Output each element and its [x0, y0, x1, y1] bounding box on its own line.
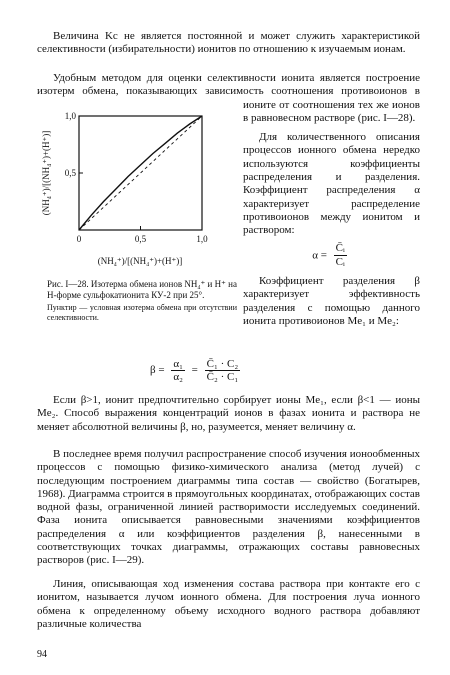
- formula-alpha: α = C̄ᵢ Cᵢ: [37, 242, 420, 270]
- figure-caption: Рис. I—28. Изотерма обмена ионов NH₄⁺ и …: [47, 279, 237, 300]
- figure-note: Пунктир — условная изотерма обмена при о…: [47, 303, 237, 322]
- paragraph: Величина Kс не является постоянной и мож…: [37, 30, 420, 56]
- text-block: Линия, описывающая ход изменения состава…: [37, 578, 420, 631]
- x-axis-label: (NH₄⁺)/[(NH₄⁺)+(H⁺)]: [98, 256, 183, 266]
- y-axis-label: (NH₄⁺)/[(NH₄⁺)+(H⁺)]: [41, 131, 51, 216]
- x-tick-label: 0,5: [135, 234, 147, 244]
- denominator: Cᵢ: [335, 255, 345, 268]
- formula-beta: β = α₁ α₂ = C̄₁ · C₂ C̄₂ · C₁: [150, 358, 244, 383]
- diagonal-dashed: [78, 115, 203, 231]
- formula-lhs: β =: [150, 364, 165, 377]
- paragraph: Если β>1, ионит предпочтительно сорбируе…: [37, 394, 420, 433]
- formula-lhs: α =: [312, 248, 327, 261]
- paragraph: В последнее время получил распространени…: [37, 448, 421, 567]
- equals: =: [191, 364, 198, 377]
- numerator: C̄₁ · C₂: [204, 358, 241, 371]
- figure: (NH₄⁺)/[(NH₄⁺)+(H⁺)] (NH₄⁺)/[(NH₄⁺)+(H⁺)…: [37, 99, 237, 367]
- denominator: α₂: [173, 371, 183, 383]
- text-block: Величина Kс не является постоянной и мож…: [37, 30, 420, 57]
- numerator: α₁: [171, 358, 185, 371]
- paragraph: Удобным методом для оценки селективности…: [37, 72, 420, 124]
- text-block: Если β>1, ионит предпочтительно сорбируе…: [37, 394, 420, 434]
- y-tick-label: 0,5: [65, 168, 77, 178]
- text-block: В последнее время получил распространени…: [37, 448, 420, 568]
- numerator: C̄ᵢ: [333, 242, 347, 256]
- paragraph: Коэффициент разделения β характеризует э…: [243, 275, 420, 328]
- y-tick-label: 1,0: [65, 111, 77, 121]
- isotherm-curve: [78, 115, 203, 231]
- paragraph: Для количественного описания процессов и…: [243, 131, 420, 237]
- page-number: 94: [37, 649, 47, 660]
- x-tick-label: 0: [77, 234, 82, 244]
- x-tick-label: 1,0: [196, 234, 208, 244]
- paragraph: Линия, описывающая ход изменения состава…: [37, 578, 420, 630]
- isotherm-chart: (NH₄⁺)/[(NH₄⁺)+(H⁺)] (NH₄⁺)/[(NH₄⁺)+(H⁺)…: [41, 111, 208, 266]
- wrapped-block: (NH₄⁺)/[(NH₄⁺)+(H⁺)] (NH₄⁺)/[(NH₄⁺)+(H⁺)…: [37, 72, 420, 367]
- denominator: C̄₂ · C₁: [206, 371, 239, 383]
